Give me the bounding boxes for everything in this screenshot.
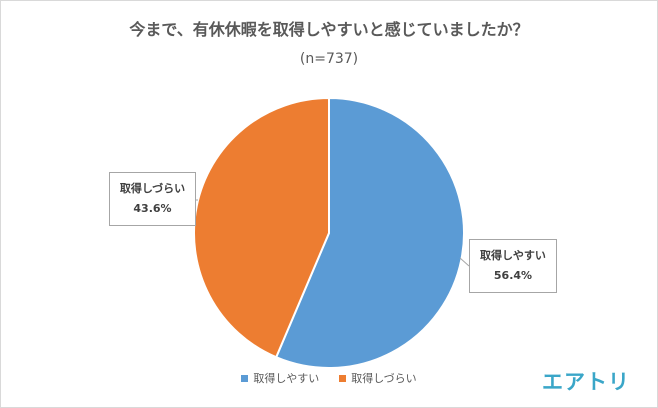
airtrip-logo: エアトリ <box>542 370 630 394</box>
legend-label-difficult: 取得しづらい <box>351 372 417 385</box>
callout-easy-name: 取得しやすい <box>480 249 546 262</box>
callout-difficult-value: 43.6% <box>133 202 172 215</box>
callout-difficult-name: 取得しづらい <box>119 182 186 195</box>
legend-swatch-easy <box>241 374 249 382</box>
pie-slice-difficult <box>193 96 330 359</box>
callout-difficult: 取得しづらい 43.6% <box>109 172 196 226</box>
legend-label-easy: 取得しやすい <box>253 372 320 385</box>
legend-item-difficult: 取得しづらい <box>339 370 417 386</box>
callout-easy-value: 56.4% <box>493 269 533 282</box>
callout-easy: 取得しやすい 56.4% <box>469 239 557 293</box>
legend-swatch-difficult <box>339 374 347 382</box>
chart-title: 今まで、有休休暇を取得しやすいと感じていましたか？ <box>129 20 529 39</box>
legend-item-easy: 取得しやすい <box>241 370 319 386</box>
leader-line-easy <box>459 257 470 267</box>
chart-subtitle: (n=737) <box>299 51 359 67</box>
chart-legend: 取得しやすい 取得しづらい <box>0 370 658 386</box>
pie-slice-easy <box>274 96 465 369</box>
